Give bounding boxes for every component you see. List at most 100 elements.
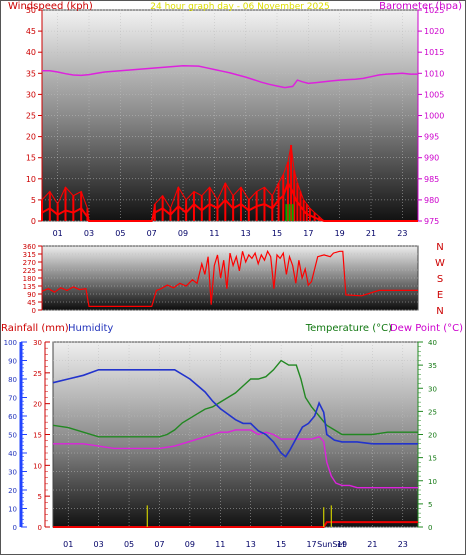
right-tick-label: 975 bbox=[424, 217, 439, 226]
left-tick-label: 20 bbox=[26, 133, 36, 142]
direction-line bbox=[41, 249, 418, 307]
temp-tick-label: 20 bbox=[428, 432, 437, 440]
temp-tick-label: 25 bbox=[428, 408, 437, 416]
x-tick-label: 23 bbox=[398, 540, 408, 549]
x-tick-label: 03 bbox=[94, 540, 104, 549]
compass-label: S bbox=[437, 274, 443, 285]
rain-tick-label: 0 bbox=[38, 524, 42, 532]
rain-tick-label: 10 bbox=[33, 462, 42, 470]
right-tick-label: 1005 bbox=[424, 90, 444, 99]
rain-total-line bbox=[53, 521, 418, 528]
compass-label: N bbox=[436, 306, 443, 317]
barometer-line bbox=[42, 64, 418, 89]
x-tick-label: 03 bbox=[84, 229, 94, 238]
temp-tick-label: 30 bbox=[428, 385, 437, 393]
temp-tick-label: 15 bbox=[428, 455, 437, 463]
legend-temperature: Temperature (°C) bbox=[305, 323, 392, 334]
right-tick-label: 1010 bbox=[424, 69, 444, 78]
humidity-tick-label: 80 bbox=[8, 376, 17, 384]
humidity-tick-label: 0 bbox=[13, 524, 17, 532]
humidity-tick-label: 60 bbox=[8, 413, 17, 421]
right-tick-label: 990 bbox=[424, 154, 439, 163]
right-tick-label: 1015 bbox=[424, 48, 444, 57]
x-tick-label: 01 bbox=[63, 540, 73, 549]
rain-humidity-temp-panel: 01 03 05 07 09 11 13 15 17 19 21 230102030405060708… bbox=[1, 323, 463, 549]
direction-tick-label: 225 bbox=[23, 267, 36, 275]
x-tick-label: 19 bbox=[335, 229, 345, 238]
x-tick-label: 07 bbox=[154, 540, 164, 549]
rain-tick-label: 30 bbox=[33, 339, 42, 347]
x-tick-label: 15 bbox=[276, 540, 286, 549]
dewpoint-line bbox=[53, 429, 418, 489]
x-tick-label: 17 bbox=[303, 229, 313, 238]
left-tick-label: 45 bbox=[26, 27, 36, 36]
x-tick-label: 21 bbox=[366, 229, 376, 238]
x-tick-label: 09 bbox=[178, 229, 188, 238]
left-tick-label: 35 bbox=[26, 69, 36, 78]
left-tick-label: 10 bbox=[26, 175, 36, 184]
rain-tick-label: 5 bbox=[38, 493, 42, 501]
x-tick-label: 01 bbox=[53, 229, 63, 238]
legend-dewpoint: Dew Point (°C) bbox=[390, 323, 463, 334]
plot-area-1 bbox=[41, 9, 419, 222]
temp-tick-label: 40 bbox=[428, 339, 437, 347]
x-tick-label: 09 bbox=[185, 540, 195, 549]
left-tick-label: 0 bbox=[31, 217, 36, 226]
left-tick-label: 40 bbox=[26, 48, 36, 57]
left-tick-label: 30 bbox=[26, 90, 36, 99]
humidity-tick-label: 70 bbox=[8, 395, 17, 403]
x-tick-label: 11 bbox=[215, 540, 225, 549]
left-axis-title: Windspeed (kph) bbox=[8, 1, 93, 12]
compass-label: N bbox=[436, 242, 443, 253]
left-tick-label: 5 bbox=[31, 196, 36, 205]
temp-tick-label: 5 bbox=[428, 501, 432, 509]
direction-tick-label: 315 bbox=[23, 251, 36, 259]
right-tick-label: 985 bbox=[424, 175, 439, 184]
direction-tick-label: 90 bbox=[27, 291, 36, 299]
direction-tick-label: 0 bbox=[32, 307, 36, 315]
humidity-tick-label: 20 bbox=[8, 487, 17, 495]
humidity-tick-label: 90 bbox=[8, 358, 17, 366]
humidity-tick-label: 50 bbox=[8, 432, 17, 440]
humidity-tick-label: 40 bbox=[8, 450, 17, 458]
rain-tick-label: 15 bbox=[33, 432, 42, 440]
right-tick-label: 1025 bbox=[424, 6, 444, 15]
sunset-label: SunSet bbox=[317, 540, 345, 549]
rain-tick-label: 20 bbox=[33, 401, 42, 409]
temp-tick-label: 10 bbox=[428, 478, 437, 486]
wind-line bbox=[41, 180, 418, 222]
temp-tick-label: 0 bbox=[428, 524, 432, 532]
temperature-line bbox=[52, 359, 418, 438]
x-tick-label: 05 bbox=[115, 229, 125, 238]
rain-tick-label: 25 bbox=[33, 370, 42, 378]
compass-label: W bbox=[435, 258, 445, 269]
x-tick-label: 13 bbox=[246, 540, 256, 549]
left-tick-label: 25 bbox=[26, 112, 36, 121]
x-tick-label: 23 bbox=[397, 229, 407, 238]
x-tick-label: 19 bbox=[337, 540, 347, 549]
direction-tick-label: 270 bbox=[23, 259, 36, 267]
x-tick-label: 11 bbox=[209, 229, 219, 238]
right-axis-title: Barometer (hpa) bbox=[379, 1, 462, 12]
humidity-tick-label: 10 bbox=[8, 506, 17, 514]
direction-tick-label: 135 bbox=[23, 283, 36, 291]
right-tick-label: 1020 bbox=[424, 27, 444, 36]
x-tick-label: 21 bbox=[367, 540, 377, 549]
wind-barometer-panel: 0510152025303540455097598098599099510001… bbox=[8, 1, 462, 238]
direction-tick-label: 45 bbox=[27, 299, 36, 307]
chart-title: 24 hour graph day - 06 November 2025 bbox=[150, 2, 329, 12]
right-tick-label: 995 bbox=[424, 133, 439, 142]
humidity-tick-label: 30 bbox=[8, 469, 17, 477]
x-tick-label: 17 bbox=[306, 540, 316, 549]
compass-label: E bbox=[437, 290, 443, 301]
humidity-line bbox=[52, 368, 418, 458]
legend-humidity: Humidity bbox=[68, 323, 113, 334]
left-tick-label: 15 bbox=[26, 154, 36, 163]
x-tick-label: 05 bbox=[124, 540, 134, 549]
temp-tick-label: 35 bbox=[428, 362, 437, 370]
right-tick-label: 1000 bbox=[424, 112, 444, 121]
left-tick-label: 50 bbox=[26, 6, 36, 15]
